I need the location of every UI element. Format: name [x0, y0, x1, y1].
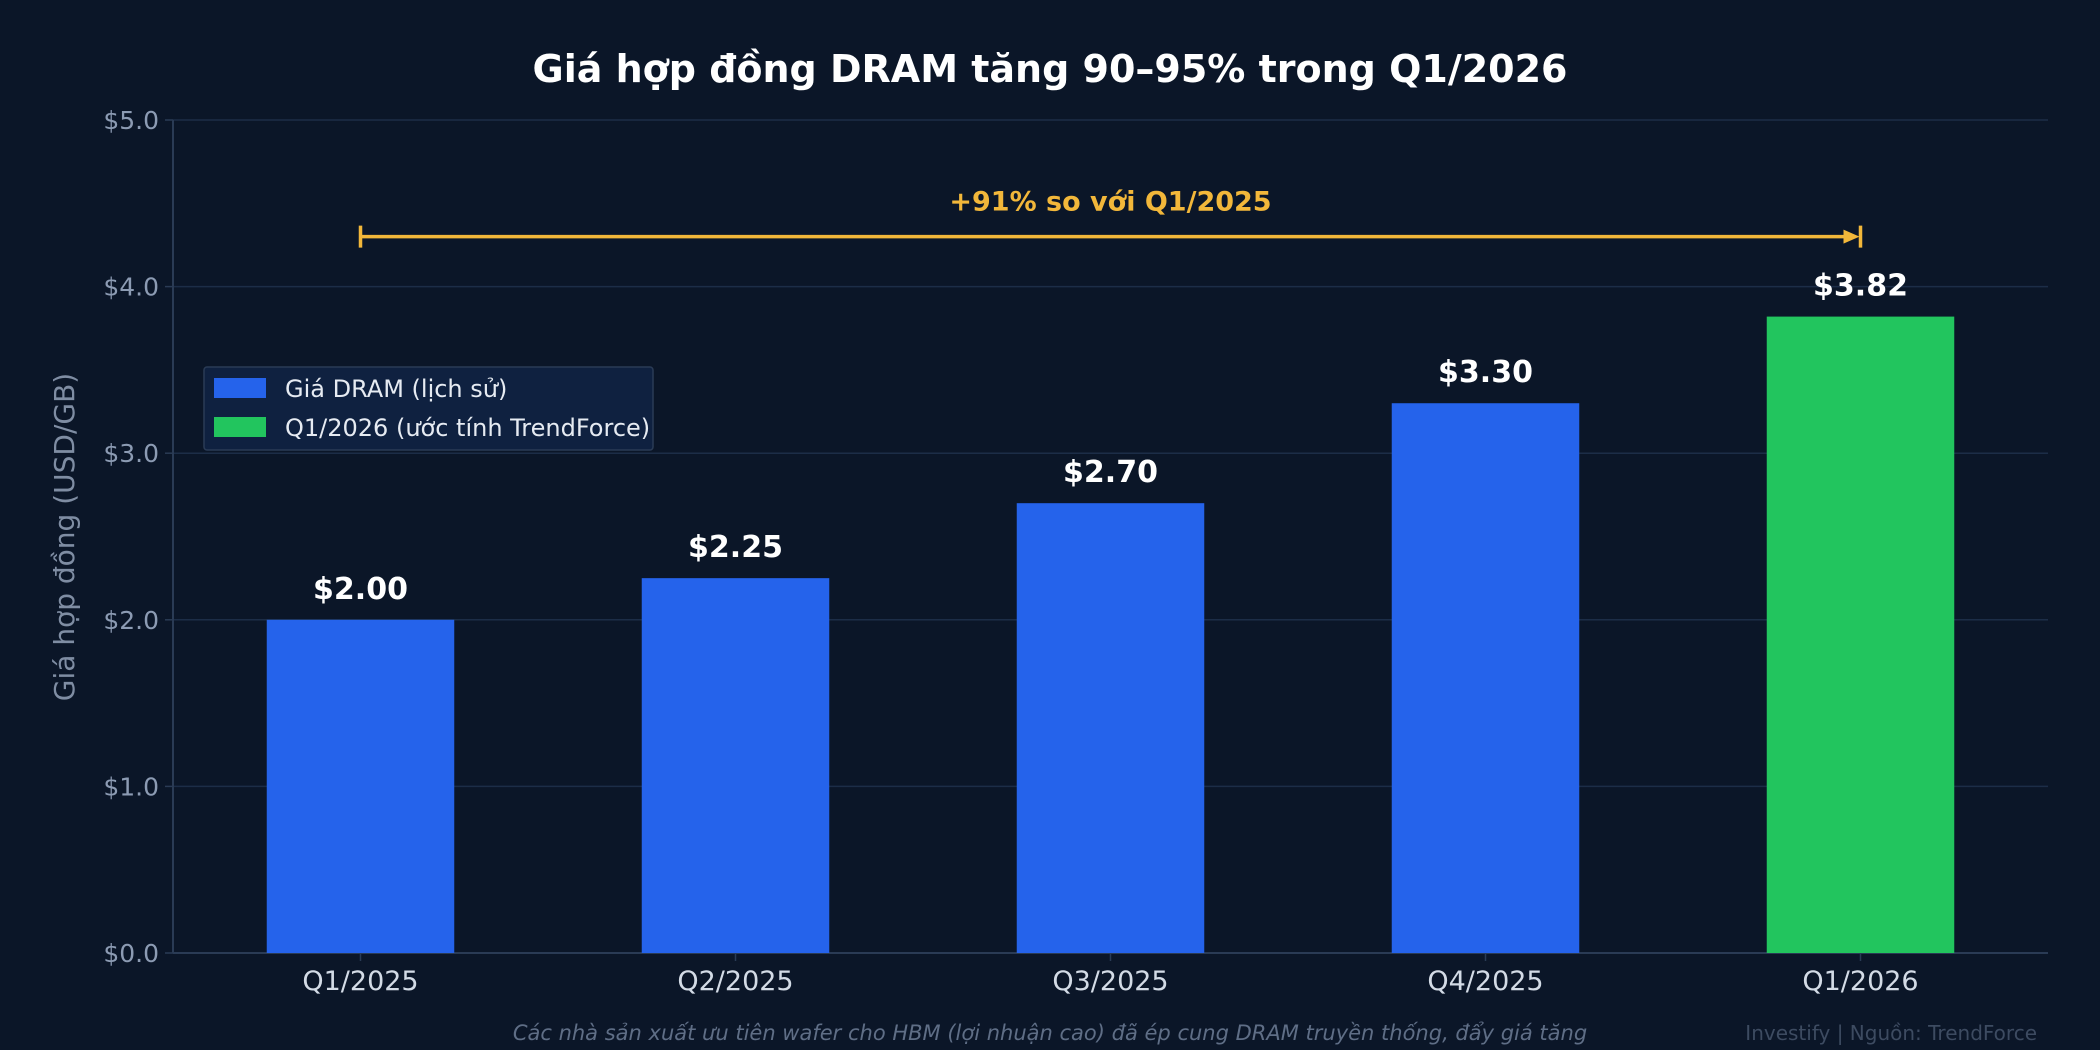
y-tick-label: $1.0 — [103, 772, 159, 801]
y-tick-label: $2.0 — [103, 606, 159, 635]
value-labels: $2.00 $2.25 $2.70 $3.30 $3.82 — [313, 269, 1908, 607]
y-tick-label: $5.0 — [103, 106, 159, 135]
x-tick-label: Q1/2026 — [1802, 966, 1918, 997]
legend-box — [203, 366, 654, 451]
legend-label-history: Giá DRAM (lịch sử) — [285, 375, 507, 403]
x-tick-label: Q3/2025 — [1052, 966, 1168, 997]
y-tick-label: $3.0 — [103, 439, 159, 468]
source-credit: Investify | Nguồn: TrendForce — [1745, 1021, 2037, 1045]
bar — [641, 578, 830, 953]
legend: Giá DRAM (lịch sử) Q1/2026 (ước tính Tre… — [203, 366, 654, 451]
x-tick-label: Q1/2025 — [302, 966, 418, 997]
bars — [266, 316, 1955, 954]
x-axis-ticks: Q1/2025 Q2/2025 Q3/2025 Q4/2025 Q1/2026 — [302, 953, 1919, 997]
bar-value-label: $2.00 — [313, 572, 408, 607]
bar-value-label: $3.30 — [1438, 355, 1533, 390]
y-tick-label: $0.0 — [103, 939, 159, 968]
growth-annotation: +91% so với Q1/2025 — [358, 187, 1863, 248]
bar-value-label: $2.25 — [688, 530, 783, 565]
bar — [1766, 316, 1955, 953]
growth-annotation-text: +91% so với Q1/2025 — [949, 187, 1271, 218]
bar-value-label: $2.70 — [1063, 455, 1158, 490]
bar — [1391, 403, 1580, 954]
legend-swatch-forecast — [214, 417, 266, 437]
footnote: Các nhà sản xuất ưu tiên wafer cho HBM (… — [513, 1021, 1587, 1045]
y-tick-label: $4.0 — [103, 273, 159, 302]
y-axis-label: Giá hợp đồng (USD/GB) — [48, 373, 81, 701]
growth-arrowhead — [1843, 229, 1860, 244]
y-axis-ticks: $0.0 $1.0 $2.0 $3.0 $4.0 $5.0 — [103, 106, 173, 968]
chart-title: Giá hợp đồng DRAM tăng 90–95% trong Q1/2… — [533, 47, 1568, 91]
x-tick-label: Q4/2025 — [1427, 966, 1543, 997]
legend-label-forecast: Q1/2026 (ước tính TrendForce) — [285, 414, 650, 442]
bar — [266, 619, 455, 953]
x-tick-label: Q2/2025 — [677, 966, 793, 997]
bar-value-label: $3.82 — [1813, 269, 1908, 304]
bar — [1016, 503, 1205, 953]
legend-swatch-history — [214, 378, 266, 398]
